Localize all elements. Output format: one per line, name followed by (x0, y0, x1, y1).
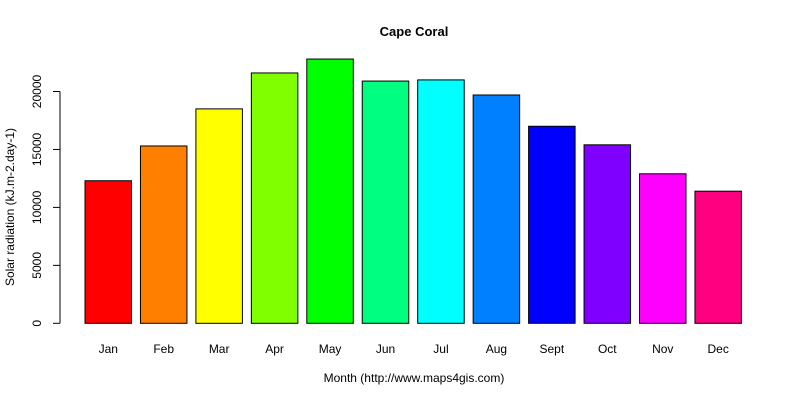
bar-aug (472, 94, 521, 324)
bars (84, 58, 742, 324)
x-tick-label: Apr (265, 342, 284, 356)
bar-sept (528, 125, 576, 324)
x-tick-label: Oct (598, 342, 617, 356)
y-tick-label: 0 (30, 320, 44, 327)
x-axis-labels: Jan Feb Mar Apr May Jun Jul Aug Sept Oct Nov Dec (99, 342, 729, 356)
y-tick-label: 20000 (30, 74, 44, 108)
bar-nov (639, 173, 687, 324)
x-axis-label: Month (http://www.maps4gis.com) (324, 371, 505, 385)
x-tick-label: Nov (652, 342, 673, 356)
x-tick-label: Dec (708, 342, 729, 356)
bar-feb (139, 145, 188, 324)
bar-apr (250, 72, 299, 324)
x-tick-label: Feb (153, 342, 174, 356)
x-tick-label: Mar (209, 342, 230, 356)
y-tick-label: 5000 (30, 252, 44, 279)
x-tick-label: Jun (376, 342, 395, 356)
y-tick-label: 10000 (30, 190, 44, 224)
x-tick-label: Jul (433, 342, 448, 356)
bar-oct (583, 144, 632, 324)
chart-title: Cape Coral (380, 24, 449, 39)
bar-jul (417, 79, 465, 324)
bar-dec (694, 190, 742, 324)
bar-may (306, 58, 354, 324)
x-tick-label: May (319, 342, 342, 356)
y-axis: 0 5000 10000 15000 20000 (30, 74, 61, 327)
x-tick-label: Jan (99, 342, 118, 356)
bar-mar (195, 108, 243, 324)
bar-jan (84, 180, 132, 324)
x-tick-label: Aug (486, 342, 507, 356)
y-axis-label: Solar radiation (kJ.m-2.day-1) (3, 128, 17, 286)
x-tick-label: Sept (540, 342, 565, 356)
bar-jun (361, 80, 410, 324)
y-tick-label: 15000 (30, 132, 44, 166)
